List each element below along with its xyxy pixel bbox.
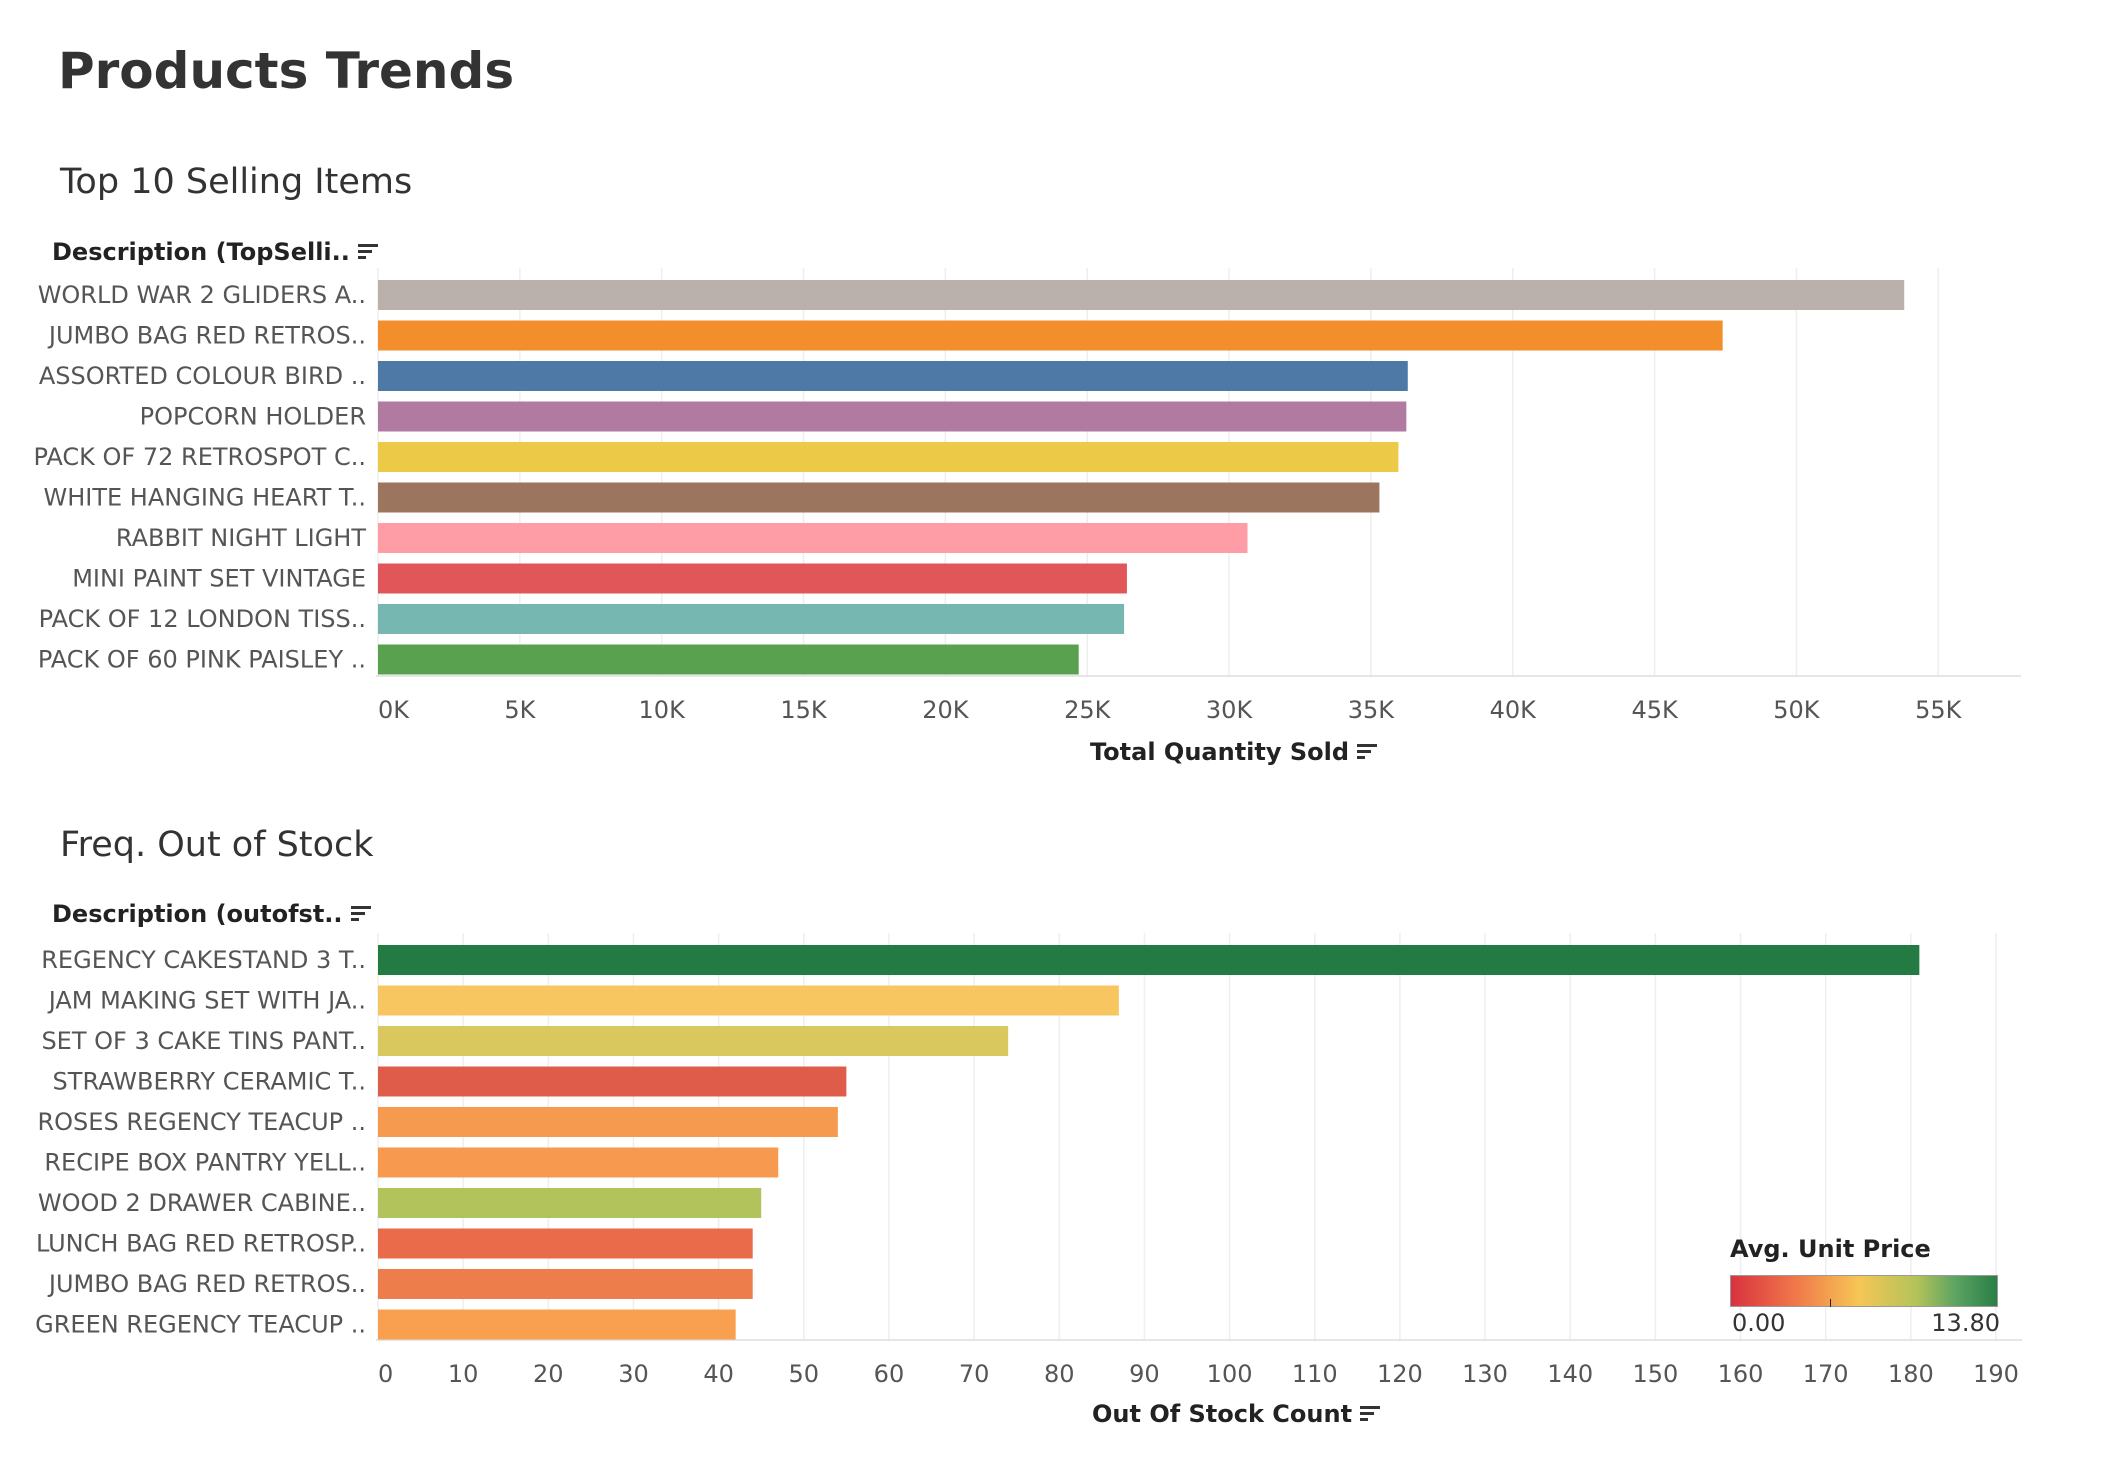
x-tick-label: 30K [1206,696,1254,724]
x-tick-label: 0 [378,1360,393,1388]
x-tick-label: 20K [922,696,970,724]
category-label: ROSES REGENCY TEACUP .. [37,1108,366,1136]
category-label: WHITE HANGING HEART T.. [44,484,367,512]
bar [378,523,1248,553]
x-tick-label: 70 [959,1360,990,1388]
x-tick-label: 10K [639,696,687,724]
sort-icon[interactable] [1357,743,1379,761]
category-label: RABBIT NIGHT LIGHT [116,524,366,552]
x-axis-title-text: Total Quantity Sold [1090,738,1350,766]
x-tick-label: 50 [789,1360,820,1388]
legend-gradient [1730,1275,1998,1307]
bar [378,320,1723,351]
x-tick-label: 10 [448,1360,479,1388]
x-tick-label: 40 [703,1360,734,1388]
chart-title-top-selling: Top 10 Selling Items [60,162,413,202]
x-tick-label: 25K [1064,696,1112,724]
bar [378,1188,762,1218]
x-axis-title-top-selling[interactable]: Total Quantity Sold [1090,738,1379,766]
category-label: REGENCY CAKESTAND 3 T.. [41,946,366,974]
x-tick-label: 170 [1803,1360,1849,1388]
bar [378,1309,736,1340]
bar [378,985,1119,1016]
x-tick-label: 15K [780,696,828,724]
x-tick-label: 100 [1207,1360,1253,1388]
category-label: JAM MAKING SET WITH JA.. [47,987,366,1015]
x-tick-label: 90 [1129,1360,1160,1388]
category-label: MINI PAINT SET VINTAGE [72,565,366,593]
sort-icon[interactable] [350,905,373,923]
chart-title-out-of-stock: Freq. Out of Stock [60,825,374,865]
x-tick-label: 50K [1773,696,1821,724]
x-tick-label: 140 [1547,1360,1593,1388]
category-label: PACK OF 72 RETROSPOT C.. [33,443,366,471]
legend-min-label: 0.00 [1732,1309,1786,1337]
x-tick-label: 150 [1632,1360,1678,1388]
x-axis-title-text: Out Of Stock Count [1092,1400,1353,1428]
x-tick-label: 35K [1348,696,1396,724]
bar [378,563,1127,594]
category-label: JUMBO BAG RED RETROS.. [47,1270,366,1298]
bar [378,1228,753,1259]
category-label: PACK OF 12 LONDON TISS.. [39,605,366,633]
legend-max-label: 13.80 [1931,1309,2000,1337]
field-label-text: Description (outofst.. [52,900,343,928]
bar [378,644,1079,675]
x-tick-label: 40K [1490,696,1538,724]
legend-tick [1830,1299,1831,1307]
field-label-top-selling[interactable]: Description (TopSelli.. [52,238,380,266]
x-tick-label: 80 [1044,1360,1075,1388]
x-tick-label: 130 [1462,1360,1508,1388]
bar [378,945,1920,975]
bar [378,280,1905,310]
bar [378,1026,1009,1056]
x-tick-label: 160 [1718,1360,1764,1388]
bar [378,1107,838,1137]
category-label: WORLD WAR 2 GLIDERS A.. [38,281,366,309]
bar [378,1269,753,1299]
field-label-text: Description (TopSelli.. [52,238,350,266]
bar [378,1147,779,1178]
x-tick-label: 45K [1631,696,1679,724]
x-tick-label: 120 [1377,1360,1423,1388]
category-label: WOOD 2 DRAWER CABINE.. [38,1189,366,1217]
field-label-out-of-stock[interactable]: Description (outofst.. [52,900,373,928]
sort-icon[interactable] [357,243,380,261]
category-label: SET OF 3 CAKE TINS PANT.. [41,1027,366,1055]
page-title: Products Trends [58,42,515,100]
x-axis-title-out-of-stock[interactable]: Out Of Stock Count [1092,1400,1382,1428]
bar [378,401,1407,432]
category-label: GREEN REGENCY TEACUP .. [35,1311,366,1339]
category-label: PACK OF 60 PINK PAISLEY .. [38,646,366,674]
x-tick-label: 60 [874,1360,905,1388]
bar [378,442,1399,472]
x-tick-label: 180 [1888,1360,1934,1388]
category-label: ASSORTED COLOUR BIRD .. [39,362,366,390]
x-tick-label: 30 [618,1360,649,1388]
sort-icon[interactable] [1360,1405,1382,1423]
color-legend: Avg. Unit Price 0.00 13.80 [1730,1235,2020,1337]
x-tick-label: 55K [1915,696,1963,724]
category-label: STRAWBERRY CERAMIC T.. [53,1068,366,1096]
category-label: POPCORN HOLDER [140,403,366,431]
bar [378,361,1408,391]
bar [378,1066,847,1097]
x-tick-label: 0K [378,696,410,724]
category-label: LUNCH BAG RED RETROSP.. [36,1230,366,1258]
bar [378,482,1380,513]
category-label: JUMBO BAG RED RETROS.. [47,322,366,350]
x-tick-label: 5K [504,696,536,724]
x-tick-label: 190 [1973,1360,2019,1388]
x-tick-label: 20 [533,1360,564,1388]
bar [378,604,1125,634]
category-label: RECIPE BOX PANTRY YELL.. [44,1149,366,1177]
x-tick-label: 110 [1292,1360,1338,1388]
legend-title: Avg. Unit Price [1730,1235,1931,1263]
